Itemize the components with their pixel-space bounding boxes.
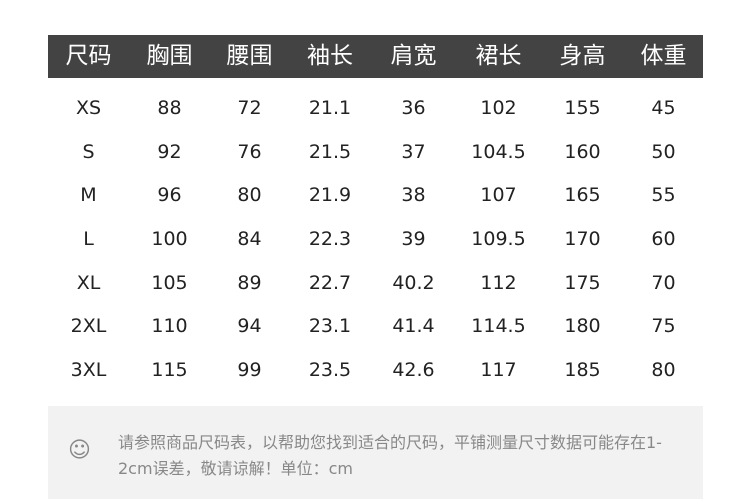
table-cell: 70 xyxy=(651,271,676,294)
table-cell: 80 xyxy=(651,359,676,382)
table-cell: 115 xyxy=(151,359,188,382)
table-row: 3XL 115 99 23.5 42.6 117 185 80 xyxy=(48,349,703,393)
header-cell: 袖长 xyxy=(307,43,353,69)
table-cell: 89 xyxy=(237,271,262,294)
header-cell: 尺码 xyxy=(65,43,112,69)
table-cell: 105 xyxy=(151,271,188,294)
header-cell: 肩宽 xyxy=(390,43,437,69)
table-cell: 22.3 xyxy=(308,228,352,251)
header-cell: 身高 xyxy=(559,43,606,69)
table-cell: 96 xyxy=(157,184,182,207)
table-cell: 76 xyxy=(237,140,262,163)
table-cell: 160 xyxy=(564,140,601,163)
table-cell: 175 xyxy=(564,271,601,294)
smiley-icon: ☺ xyxy=(68,438,91,463)
table-cell: 45 xyxy=(651,97,676,119)
table-cell: 170 xyxy=(564,228,601,251)
table-cell: 110 xyxy=(151,315,188,338)
size-label-cell: M xyxy=(80,184,97,207)
table-cell: 84 xyxy=(237,228,262,251)
header-cell: 体重 xyxy=(640,43,687,69)
table-row: XL 105 89 22.7 40.2 112 175 70 xyxy=(48,262,703,306)
note-text: 请参照商品尺码表，以帮助您找到适合的尺码，平铺测量尺寸数据可能存在1-2cm误差… xyxy=(118,433,662,478)
table-header: 尺码 胸围 腰围 袖长 肩宽 裙长 身高 体重 xyxy=(48,35,703,78)
table-cell: 109.5 xyxy=(471,228,526,251)
table-cell: 107 xyxy=(480,184,517,207)
size-label-cell: 3XL xyxy=(70,359,107,382)
table-row: S 92 76 21.5 37 104.5 160 50 xyxy=(48,131,703,175)
table-row: XS 88 72 21.1 36 102 155 45 xyxy=(48,87,703,131)
header-cell: 胸围 xyxy=(146,43,193,69)
table-cell: 94 xyxy=(237,315,262,338)
table-cell: 165 xyxy=(564,184,601,207)
size-label-cell: XS xyxy=(75,97,102,119)
size-chart-table: 尺码 胸围 腰围 袖长 肩宽 裙长 身高 体重 XS 88 72 21.1 36 102 155 45 S 92… xyxy=(48,35,703,393)
table-cell: 42.6 xyxy=(392,359,435,382)
table-cell: 72 xyxy=(237,97,262,119)
table-cell: 41.4 xyxy=(392,315,435,338)
table-cell: 60 xyxy=(651,228,676,251)
header-cell: 裙长 xyxy=(475,43,522,69)
table-cell: 21.5 xyxy=(308,140,352,163)
size-label-cell: 2XL xyxy=(70,315,107,338)
table-row: L 100 84 22.3 39 109.5 170 60 xyxy=(48,218,703,262)
table-cell: 104.5 xyxy=(471,140,526,163)
table-cell: 50 xyxy=(651,140,676,163)
table-cell: 102 xyxy=(480,97,517,119)
table-row: 2XL 110 94 23.1 41.4 114.5 180 75 xyxy=(48,305,703,349)
table-cell: 114.5 xyxy=(471,315,526,338)
table-cell: 21.9 xyxy=(308,184,352,207)
table-cell: 22.7 xyxy=(308,271,352,294)
size-note: ☺ 请参照商品尺码表，以帮助您找到适合的尺码，平铺测量尺寸数据可能存在1-2cm… xyxy=(48,406,703,499)
table-cell: 88 xyxy=(157,97,182,119)
table-cell: 23.1 xyxy=(308,315,352,338)
table-cell: 117 xyxy=(480,359,517,382)
table-cell: 180 xyxy=(564,315,601,338)
table-cell: 80 xyxy=(237,184,262,207)
table-body: XS 88 72 21.1 36 102 155 45 S 92 76 21.5 37 104.5 160 5… xyxy=(48,87,703,393)
header-cell: 腰围 xyxy=(226,43,273,69)
size-label-cell: L xyxy=(83,228,94,251)
table-cell: 155 xyxy=(564,97,601,119)
table-cell: 185 xyxy=(564,359,601,382)
table-cell: 75 xyxy=(651,315,676,338)
table-cell: 112 xyxy=(480,271,517,294)
table-cell: 100 xyxy=(151,228,188,251)
table-cell: 21.1 xyxy=(308,97,352,119)
table-cell: 92 xyxy=(157,140,182,163)
size-label-cell: XL xyxy=(76,271,101,294)
table-cell: 99 xyxy=(237,359,262,382)
table-cell: 55 xyxy=(651,184,676,207)
table-cell: 40.2 xyxy=(392,271,435,294)
table-cell: 37 xyxy=(401,140,426,163)
table-cell: 23.5 xyxy=(308,359,352,382)
table-cell: 39 xyxy=(401,228,426,251)
table-row: M 96 80 21.9 38 107 165 55 xyxy=(48,174,703,218)
size-label-cell: S xyxy=(82,140,95,163)
table-cell: 38 xyxy=(401,184,426,207)
table-cell: 36 xyxy=(401,97,426,119)
